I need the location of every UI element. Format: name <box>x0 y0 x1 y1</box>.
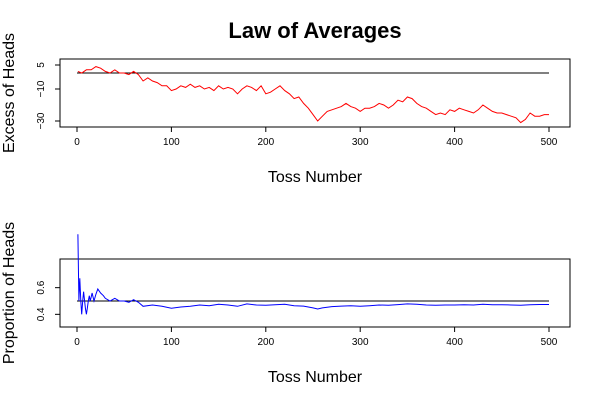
excess-y-tick-label-1: −10 <box>36 80 47 97</box>
excess-x-tick-label-3: 300 <box>352 137 369 148</box>
proportion-x-axis-label: Toss Number <box>268 369 363 386</box>
proportion-plot-frame <box>59 258 571 328</box>
excess-x-tick-label-0: 0 <box>74 137 80 148</box>
proportion-x-axis: 0 100 200 300 400 500 <box>74 327 558 348</box>
excess-x-axis: 0 100 200 300 400 500 <box>74 127 558 148</box>
excess-series-line <box>77 66 549 124</box>
excess-plot-frame <box>59 58 571 128</box>
proportion-x-tick-label-5: 500 <box>541 337 558 348</box>
proportion-heads-panel: 0 100 200 300 400 500 0.4 0.6 Toss Number Prop… <box>1 222 571 386</box>
excess-y-tick-label-2: −30 <box>36 112 47 129</box>
excess-x-tick-label-1: 100 <box>163 137 180 148</box>
excess-heads-panel: 0 100 200 300 400 500 5 −10 −30 Toss Number Exc… <box>1 33 571 186</box>
excess-x-tick-label-4: 400 <box>446 137 463 148</box>
proportion-y-tick-label-0: 0.4 <box>36 307 47 321</box>
chart-title: Law of Averages <box>228 18 401 43</box>
proportion-y-axis-label: Proportion of Heads <box>1 222 18 364</box>
proportion-x-tick-label-2: 200 <box>257 337 274 348</box>
excess-y-tick-label-0: 5 <box>36 62 47 68</box>
excess-x-tick-label-5: 500 <box>541 137 558 148</box>
proportion-x-tick-label-1: 100 <box>163 337 180 348</box>
excess-y-axis-label: Excess of Heads <box>1 33 18 153</box>
proportion-y-tick-label-1: 0.6 <box>36 280 47 294</box>
proportion-x-tick-label-3: 300 <box>352 337 369 348</box>
proportion-series-line <box>77 234 549 315</box>
excess-x-axis-label: Toss Number <box>268 169 363 186</box>
proportion-x-tick-label-4: 400 <box>446 337 463 348</box>
proportion-y-axis: 0.4 0.6 <box>36 280 60 321</box>
excess-x-tick-label-2: 200 <box>257 137 274 148</box>
proportion-x-tick-label-0: 0 <box>74 337 80 348</box>
excess-y-axis: 5 −10 −30 <box>36 62 60 129</box>
